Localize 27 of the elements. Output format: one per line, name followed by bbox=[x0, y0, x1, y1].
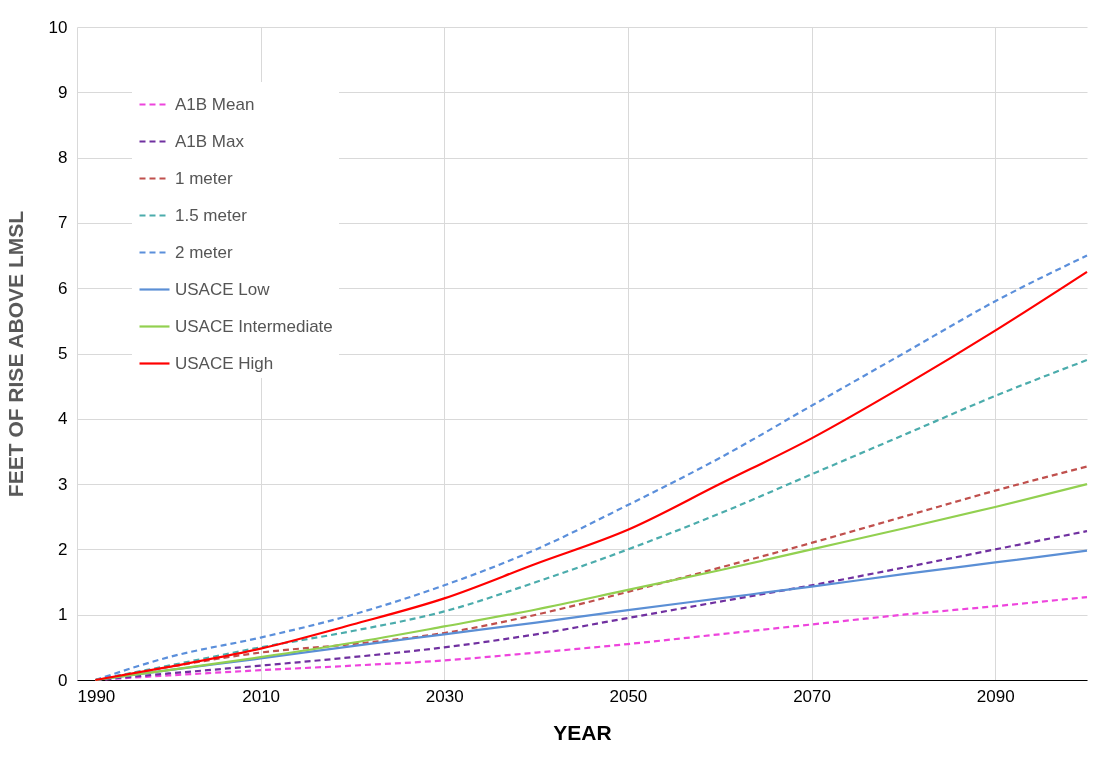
y-tick-label: 5 bbox=[58, 344, 68, 363]
legend-label: USACE Low bbox=[175, 279, 271, 299]
x-tick-label: 2070 bbox=[793, 686, 831, 706]
x-tick-label: 2010 bbox=[242, 686, 281, 706]
y-tick-label: 8 bbox=[58, 148, 68, 168]
legend-label: A1B Mean bbox=[175, 94, 255, 114]
y-tick-label: 2 bbox=[58, 539, 68, 559]
y-tick-label: 9 bbox=[58, 82, 68, 102]
y-tick-label: 0 bbox=[58, 670, 68, 690]
y-tick-label: 6 bbox=[58, 278, 68, 298]
legend-label: 2 meter bbox=[175, 242, 233, 262]
legend-label: 1 meter bbox=[175, 168, 233, 188]
y-axis-title: FEET OF RISE ABOVE LMSL bbox=[3, 210, 27, 498]
x-tick-label: 2030 bbox=[425, 686, 464, 706]
legend-label: USACE Intermediate bbox=[175, 316, 333, 336]
y-tick-label: 10 bbox=[48, 17, 68, 37]
x-tick-label: 1990 bbox=[77, 686, 116, 706]
legend-label: A1B Max bbox=[175, 131, 245, 151]
y-tick-label: 4 bbox=[58, 409, 68, 429]
x-tick-label: 2090 bbox=[976, 686, 1015, 706]
x-tick-label: 2050 bbox=[609, 686, 648, 706]
legend-label: USACE High bbox=[175, 353, 274, 373]
legend-label: 1.5 meter bbox=[175, 205, 248, 225]
x-axis-title: YEAR bbox=[553, 720, 612, 744]
y-tick-label: 3 bbox=[58, 474, 68, 494]
y-tick-label: 7 bbox=[58, 213, 68, 233]
y-tick-label: 1 bbox=[58, 605, 68, 625]
